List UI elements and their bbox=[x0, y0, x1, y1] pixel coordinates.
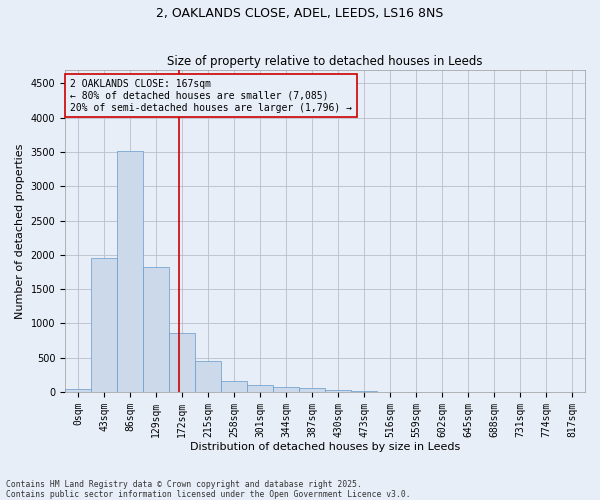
Bar bbox=[117, 150, 143, 392]
Bar bbox=[325, 390, 351, 392]
Bar bbox=[143, 267, 169, 392]
Bar bbox=[169, 333, 195, 392]
Text: Contains HM Land Registry data © Crown copyright and database right 2025.
Contai: Contains HM Land Registry data © Crown c… bbox=[6, 480, 410, 499]
Title: Size of property relative to detached houses in Leeds: Size of property relative to detached ho… bbox=[167, 56, 483, 68]
Bar bbox=[221, 380, 247, 392]
Bar bbox=[273, 387, 299, 392]
Text: 2, OAKLANDS CLOSE, ADEL, LEEDS, LS16 8NS: 2, OAKLANDS CLOSE, ADEL, LEEDS, LS16 8NS bbox=[157, 8, 443, 20]
Bar bbox=[65, 388, 91, 392]
Bar bbox=[91, 258, 117, 392]
Text: 2 OAKLANDS CLOSE: 167sqm
← 80% of detached houses are smaller (7,085)
20% of sem: 2 OAKLANDS CLOSE: 167sqm ← 80% of detach… bbox=[70, 80, 352, 112]
Bar bbox=[247, 385, 273, 392]
Bar bbox=[299, 388, 325, 392]
X-axis label: Distribution of detached houses by size in Leeds: Distribution of detached houses by size … bbox=[190, 442, 460, 452]
Y-axis label: Number of detached properties: Number of detached properties bbox=[15, 143, 25, 318]
Bar bbox=[195, 361, 221, 392]
